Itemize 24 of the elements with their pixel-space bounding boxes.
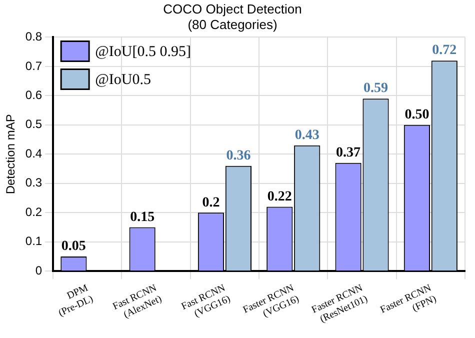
y-tick-label: 0.3 xyxy=(25,176,42,190)
data-label: 0.37 xyxy=(336,146,361,161)
data-label: 0.15 xyxy=(130,210,155,225)
legend-label: @IoU[0.5 0.95] xyxy=(95,44,191,60)
data-label: 0.2 xyxy=(202,195,220,210)
y-axis-title: Detection mAP xyxy=(4,114,18,194)
y-tick-label: 0.7 xyxy=(25,58,42,73)
data-label: 0.59 xyxy=(364,81,388,96)
y-tick-label: 0.2 xyxy=(25,204,42,219)
data-label: 0.36 xyxy=(226,148,251,164)
data-label: 0.05 xyxy=(61,239,86,254)
y-tick-label: 0.6 xyxy=(25,88,42,102)
chart-title: COCO Object Detection xyxy=(163,1,302,16)
y-tick-label: 0.1 xyxy=(25,234,42,248)
y-tick-label: 0.4 xyxy=(25,146,42,160)
data-label: 0.43 xyxy=(294,128,320,143)
data-label: 0.50 xyxy=(404,108,430,123)
data-label: 0.72 xyxy=(432,43,457,58)
legend-label: @IoU0.5 xyxy=(95,72,151,88)
y-tick-label: 0.5 xyxy=(25,117,42,132)
chart-subtitle: (80 Categories) xyxy=(188,16,278,32)
data-label: 0.22 xyxy=(267,189,292,204)
y-tick-label: 0.8 xyxy=(25,30,42,44)
y-tick-label: 0 xyxy=(35,263,42,278)
